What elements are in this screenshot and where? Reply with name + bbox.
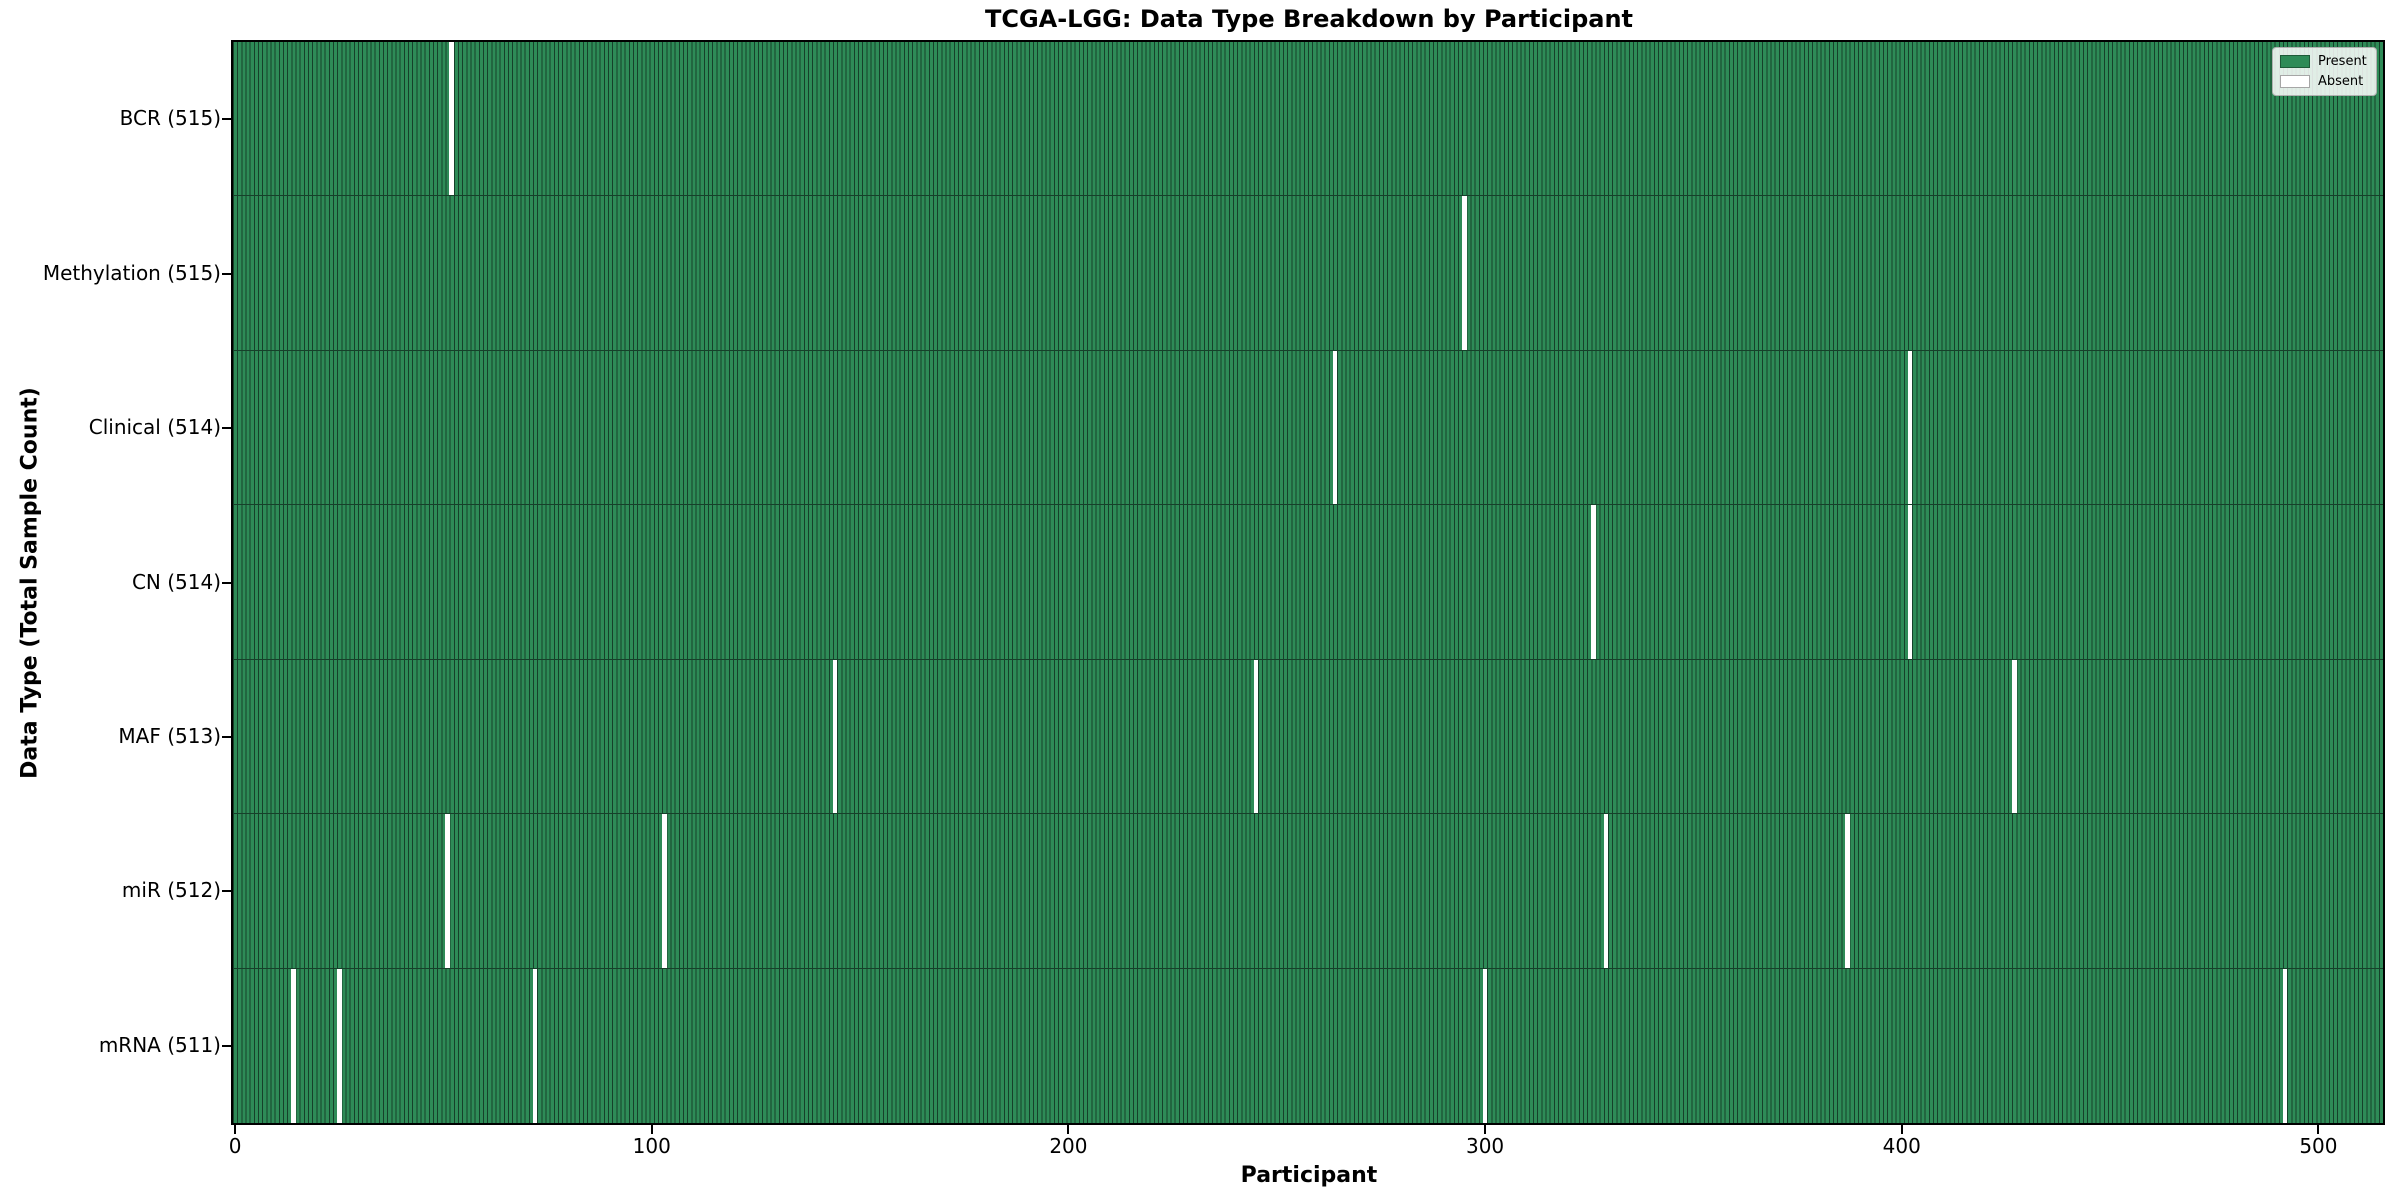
row-Clinical [233, 350, 2383, 506]
y-tick-label-miR: miR (512) [121, 878, 221, 903]
row-miR [233, 814, 2383, 969]
x-tick-label-200: 200 [1049, 1134, 1088, 1158]
absent-gap-mRNA-492 [2282, 968, 2288, 1123]
x-tick-mark [1900, 1125, 1903, 1134]
absent-gap-MAF-245 [1253, 659, 1259, 814]
x-tick-label-0: 0 [228, 1134, 242, 1158]
x-tick-mark [1067, 1125, 1070, 1134]
x-tick-mark [650, 1125, 653, 1134]
legend-swatch-absent-icon [2280, 75, 2310, 88]
y-tick-mark [222, 735, 231, 738]
absent-gap-miR-329 [1603, 814, 1609, 968]
y-tick-mark [222, 427, 231, 430]
y-tick-label-MAF: MAF (513) [118, 723, 221, 748]
legend-swatch-present-icon [2280, 55, 2310, 68]
chart-title: TCGA-LGG: Data Type Breakdown by Partici… [984, 5, 1634, 33]
plot-area [231, 40, 2385, 1125]
row-BCR [233, 42, 2383, 197]
row-CN [233, 505, 2383, 660]
y-tick-label-CN: CN (514) [131, 569, 221, 594]
x-tick-mark [1484, 1125, 1487, 1134]
legend-label-absent: Absent [2318, 74, 2364, 89]
x-axis-title: Participant [1240, 1163, 1378, 1188]
absent-gap-mRNA-72 [532, 968, 538, 1123]
row-MAF [233, 659, 2383, 815]
x-tick-label-300: 300 [1465, 1134, 1505, 1158]
row-mRNA [233, 968, 2383, 1123]
absent-gap-CN-402 [1907, 505, 1913, 659]
x-tick-mark [234, 1125, 237, 1134]
absent-gap-MAF-427 [2011, 659, 2017, 814]
absent-gap-mRNA-300 [1482, 968, 1488, 1123]
absent-gap-Clinical-402 [1907, 350, 1913, 505]
y-tick-mark [222, 890, 231, 893]
x-tick-mark [2317, 1125, 2320, 1134]
y-tick-label-Methylation: Methylation (515) [42, 260, 221, 285]
absent-gap-mRNA-14 [291, 968, 296, 1123]
y-tick-label-Clinical: Clinical (514) [88, 415, 221, 440]
absent-gap-miR-103 [661, 814, 667, 968]
legend: Present Absent [2272, 47, 2377, 96]
absent-gap-Clinical-264 [1332, 350, 1338, 505]
absent-gap-BCR-52 [449, 42, 455, 196]
row-Methylation [233, 196, 2383, 351]
y-tick-mark [222, 1044, 231, 1047]
x-tick-label-500: 500 [2299, 1134, 2338, 1158]
y-tick-label-BCR: BCR (515) [119, 106, 221, 131]
x-tick-label-100: 100 [632, 1134, 671, 1158]
legend-item-absent: Absent [2280, 74, 2367, 89]
x-tick-label-400: 400 [1882, 1134, 1921, 1158]
legend-item-present: Present [2280, 54, 2367, 69]
absent-gap-MAF-144 [832, 659, 838, 814]
absent-gap-mRNA-25 [336, 968, 342, 1123]
y-tick-mark [222, 118, 231, 121]
absent-gap-miR-387 [1845, 814, 1850, 968]
y-tick-mark [222, 581, 231, 584]
absent-gap-miR-51 [445, 814, 450, 968]
absent-gap-Methylation-295 [1461, 196, 1467, 350]
legend-label-present: Present [2318, 54, 2367, 69]
absent-gap-CN-326 [1591, 505, 1596, 659]
y-tick-mark [222, 272, 231, 275]
y-tick-label-mRNA: mRNA (511) [98, 1032, 221, 1057]
